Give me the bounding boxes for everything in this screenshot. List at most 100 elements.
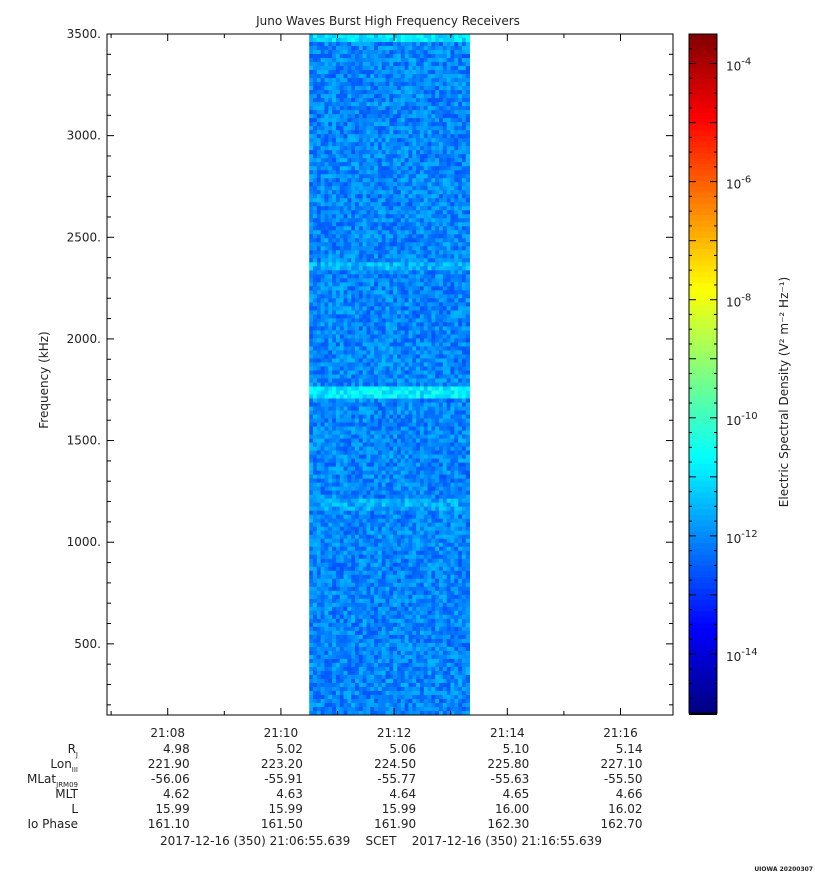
spectrogram-cell [419, 466, 425, 472]
spectrogram-cell [324, 490, 329, 496]
spectrogram-cell [374, 418, 379, 423]
spectrogram-cell [366, 506, 371, 512]
spectrogram-cell [316, 490, 322, 496]
spectrogram-cell [374, 270, 379, 275]
spectrogram-cell [339, 282, 344, 287]
spectrogram-cell [412, 234, 417, 239]
spectrogram-cell [316, 390, 322, 395]
spectrogram-cell [442, 406, 448, 411]
spectrogram-cell [343, 422, 348, 427]
spectrogram-cell [400, 334, 406, 339]
spectrogram-cell [435, 154, 440, 159]
spectrogram-cell [313, 430, 318, 435]
spectrogram-cell [416, 130, 421, 135]
spectrogram-cell [431, 158, 436, 163]
spectrogram-cell [458, 270, 463, 275]
spectrogram-cell [370, 158, 375, 163]
spectrogram-cell [400, 438, 406, 443]
spectrogram-cell [427, 158, 432, 163]
spectrogram-cell [374, 234, 379, 239]
spectrogram-cell [419, 278, 425, 283]
spectrogram-cell [400, 430, 406, 435]
spectrogram-cell [313, 486, 318, 492]
spectrogram-cell [316, 434, 322, 439]
spectrogram-cell [416, 286, 421, 291]
spectrogram-cell [332, 98, 337, 103]
spectrogram-cell [366, 334, 371, 339]
spectrogram-cell [427, 250, 432, 255]
spectrogram-cell [419, 198, 425, 203]
spectrogram-cell [435, 366, 440, 371]
spectrogram-cell [431, 458, 436, 464]
spectrogram-cell [419, 178, 425, 183]
spectrogram-cell [431, 86, 436, 91]
spectrogram-cell [370, 494, 375, 500]
spectrogram-cell [355, 250, 360, 255]
spectrogram-cell [339, 146, 344, 151]
spectrogram-cell [461, 354, 467, 359]
spectrogram-cell [343, 310, 348, 315]
spectrogram-cell [381, 258, 386, 263]
spectrogram-cell [458, 162, 463, 167]
spectrogram-cell [320, 162, 325, 167]
spectrogram-cell [419, 462, 425, 468]
spectrogram-cell [366, 270, 371, 275]
spectrogram-cell [366, 374, 371, 379]
spectrogram-cell [339, 42, 344, 47]
spectrogram-cell [461, 314, 467, 319]
spectrogram-cell [389, 314, 394, 319]
spectrogram-cell [427, 318, 432, 323]
spectrogram-cell [439, 306, 444, 311]
spectrogram-cell [400, 278, 406, 283]
spectrogram-cell [328, 258, 333, 263]
spectrogram-cell [324, 50, 329, 55]
spectrogram-cell [377, 434, 383, 439]
spectrogram-cell [358, 242, 364, 247]
spectrogram-cell [358, 142, 364, 147]
spectrogram-cell [458, 458, 463, 464]
spectrogram-cell [427, 478, 432, 484]
spectrogram-cell [400, 130, 406, 135]
spectrogram-cell [366, 206, 371, 211]
spectrogram-cell [431, 498, 436, 504]
spectrogram-cell [335, 166, 341, 171]
spectrogram-cell [419, 370, 425, 375]
spectrogram-cell [412, 502, 417, 508]
spectrogram-cell [439, 162, 444, 167]
spectrogram-cell [419, 454, 425, 460]
spectrogram-cell [320, 394, 325, 399]
spectrogram-cell [393, 190, 398, 195]
spectrogram-cell [362, 494, 367, 500]
spectrogram-cell [377, 350, 383, 355]
spectrogram-cell [355, 494, 360, 500]
spectrogram-cell [328, 246, 333, 251]
spectrogram-cell [404, 70, 409, 75]
spectrogram-cell [427, 398, 432, 403]
spectrogram-cell [450, 454, 455, 460]
spectrogram-cell [362, 66, 367, 71]
spectrogram-cell [427, 422, 432, 427]
spectrogram-cell [419, 470, 425, 476]
spectrogram-cell [351, 282, 356, 287]
spectrogram-cell [324, 94, 329, 99]
spectrogram-cell [347, 486, 352, 492]
spectrogram-cell [370, 210, 375, 215]
spectrogram-cell [423, 494, 428, 500]
spectrogram-cell [458, 274, 463, 279]
spectrogram-cell [343, 330, 348, 335]
spectrogram-cell [324, 290, 329, 295]
spectrogram-cell [332, 118, 337, 123]
spectrogram-cell [431, 374, 436, 379]
spectrogram-cell [351, 146, 356, 151]
spectrogram-cell [320, 270, 325, 275]
spectrogram-cell [377, 194, 383, 199]
spectrogram-cell [408, 102, 413, 107]
spectrogram-cell [427, 278, 432, 283]
spectrogram-cell [389, 302, 394, 307]
spectrogram-cell [320, 498, 325, 504]
spectrogram-cell [393, 226, 398, 231]
spectrogram-cell [435, 258, 440, 263]
spectrogram-cell [419, 438, 425, 443]
spectrogram-cell [454, 446, 459, 452]
spectrogram-cell [355, 438, 360, 443]
